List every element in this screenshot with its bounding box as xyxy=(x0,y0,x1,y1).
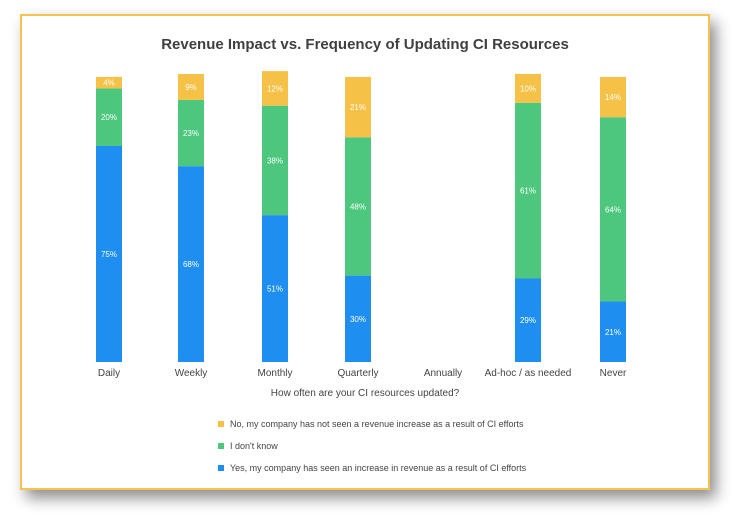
x-tick-label-monthly: Monthly xyxy=(257,368,292,379)
data-label-quarterly-series-1: 48% xyxy=(350,202,366,211)
x-tick-label-ad-hoc-as-needed: Ad-hoc / as needed xyxy=(485,368,572,379)
legend-label-dont-know: I don't know xyxy=(230,441,278,451)
x-tick-label-never: Never xyxy=(600,368,627,379)
bar-never-series-1 xyxy=(600,117,626,302)
bar-monthly-series-2 xyxy=(262,71,288,106)
bar-weekly-series-0 xyxy=(178,166,204,362)
data-label-daily-series-1: 20% xyxy=(101,113,117,122)
chart-card: Revenue Impact vs. Frequency of Updating… xyxy=(20,14,710,490)
bar-ad-hoc-as-needed-series-1 xyxy=(515,102,541,279)
data-label-monthly-series-1: 38% xyxy=(267,156,283,165)
data-label-ad-hoc-as-needed-series-0: 29% xyxy=(520,316,536,325)
x-tick-label-weekly: Weekly xyxy=(175,368,208,379)
bar-never-series-2 xyxy=(600,76,626,118)
x-tick-label-quarterly: Quarterly xyxy=(337,368,378,379)
legend-swatch-no xyxy=(218,421,224,427)
data-label-daily-series-2: 4% xyxy=(103,79,115,88)
legend-label-no: No, my company has not seen a revenue in… xyxy=(230,419,524,429)
x-tick-label-daily: Daily xyxy=(98,368,120,379)
bar-monthly-series-0 xyxy=(262,215,288,362)
bar-quarterly-series-2 xyxy=(345,76,371,138)
bar-never-series-0 xyxy=(600,301,626,362)
legend-swatch-yes xyxy=(218,465,224,471)
legend-item-no: No, my company has not seen a revenue in… xyxy=(218,418,526,440)
x-tick-label-annually: Annually xyxy=(424,368,462,379)
data-label-never-series-2: 14% xyxy=(605,93,621,102)
bar-daily-series-0 xyxy=(96,146,122,362)
bar-weekly-series-2 xyxy=(178,74,204,100)
bar-chart: 75% 20% 4% Daily 68% 23% 9% Weekly 51% 38% 12% Mont… xyxy=(96,71,627,379)
data-label-ad-hoc-as-needed-series-1: 61% xyxy=(520,187,536,196)
bar-daily-series-2 xyxy=(96,76,122,89)
legend-item-dont-know: I don't know xyxy=(218,440,526,462)
legend-item-yes: Yes, my company has seen an increase in … xyxy=(218,462,526,484)
data-label-weekly-series-2: 9% xyxy=(185,83,197,92)
data-label-daily-series-0: 75% xyxy=(101,250,117,259)
chart-title: Revenue Impact vs. Frequency of Updating… xyxy=(161,36,569,53)
data-label-monthly-series-0: 51% xyxy=(267,285,283,294)
data-label-weekly-series-0: 68% xyxy=(183,260,199,269)
bar-weekly-series-1 xyxy=(178,99,204,167)
data-label-never-series-1: 64% xyxy=(605,205,621,214)
legend-label-yes: Yes, my company has seen an increase in … xyxy=(230,463,527,473)
legend: No, my company has not seen a revenue in… xyxy=(218,418,526,484)
legend-swatch-dont-know xyxy=(218,443,224,449)
data-label-quarterly-series-2: 21% xyxy=(350,103,366,112)
bar-quarterly-series-0 xyxy=(345,275,371,362)
bar-ad-hoc-as-needed-series-2 xyxy=(515,74,541,103)
data-label-ad-hoc-as-needed-series-2: 10% xyxy=(520,84,536,93)
bar-ad-hoc-as-needed-series-0 xyxy=(515,278,541,362)
bar-monthly-series-1 xyxy=(262,105,288,216)
data-label-quarterly-series-0: 30% xyxy=(350,315,366,324)
bar-quarterly-series-1 xyxy=(345,137,371,276)
data-label-never-series-0: 21% xyxy=(605,328,621,337)
data-label-monthly-series-2: 12% xyxy=(267,84,283,93)
bar-daily-series-1 xyxy=(96,88,122,146)
data-label-weekly-series-1: 23% xyxy=(183,129,199,138)
x-axis-title: How often are your CI resources updated? xyxy=(270,388,460,399)
